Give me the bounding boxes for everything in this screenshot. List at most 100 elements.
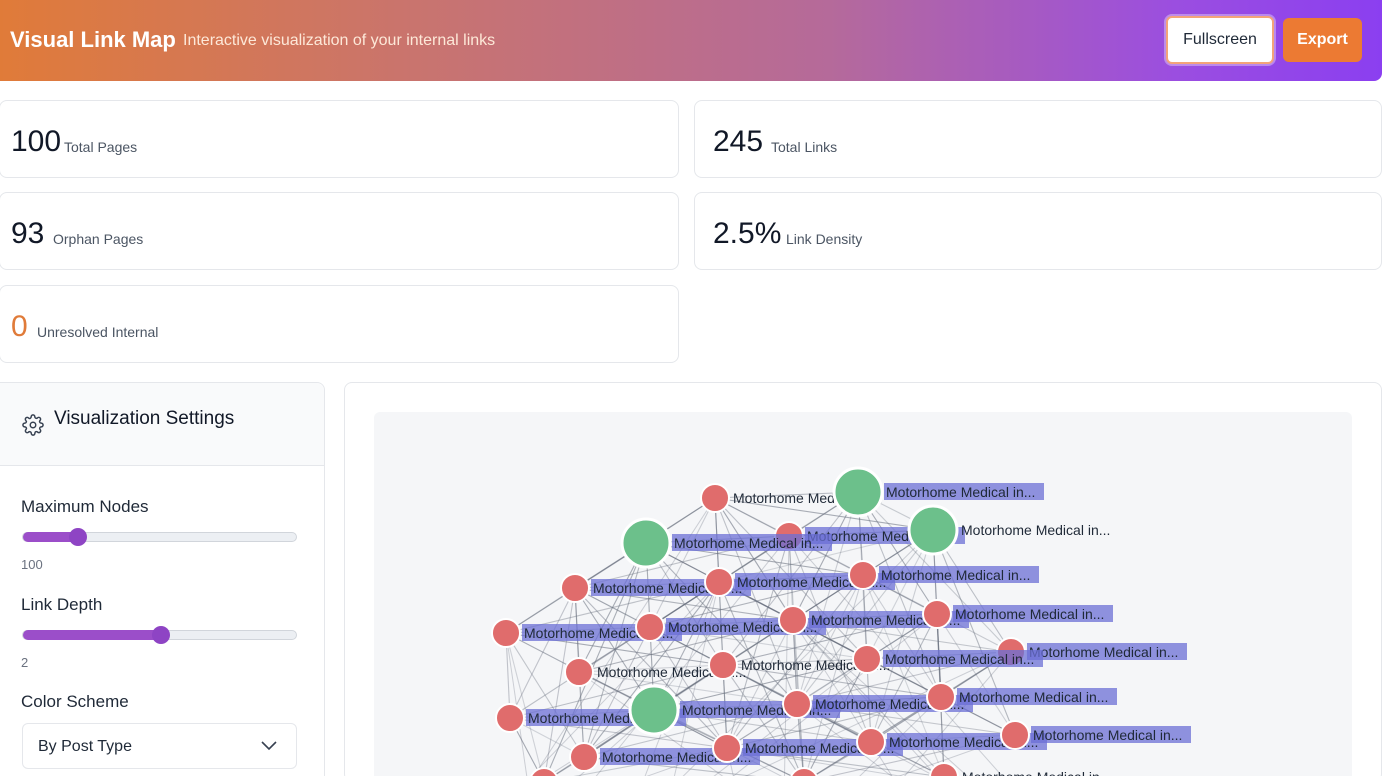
graph-edge — [713, 658, 868, 776]
page-node[interactable]: Motorhome Medical in... — [929, 762, 1111, 776]
node-circle[interactable] — [635, 612, 665, 642]
node-circle[interactable] — [926, 682, 956, 712]
graph-edge — [722, 664, 801, 776]
node-label: Motorhome Medical in... — [1029, 644, 1178, 660]
stat-link-density: 2.5% Link Density — [694, 192, 1382, 270]
slider-thumb[interactable] — [151, 626, 170, 644]
page-node[interactable]: Motorhome Medical in... — [848, 560, 1039, 590]
graph-edge — [546, 664, 724, 776]
graph-edge — [649, 626, 728, 749]
hub-node[interactable]: Motorhome Medical in... — [620, 517, 832, 569]
graph-edge — [714, 497, 934, 531]
color-scheme-select[interactable]: By Post Type — [22, 723, 297, 769]
node-circle[interactable] — [782, 689, 812, 719]
graph-edge — [722, 664, 942, 698]
stat-value: 2.5% — [713, 217, 782, 250]
max-nodes-label: Maximum Nodes — [21, 497, 149, 516]
node-label-highlight — [953, 605, 1113, 622]
node-circle[interactable] — [495, 703, 525, 733]
node-circle[interactable] — [848, 560, 878, 590]
node-circle[interactable] — [922, 599, 952, 629]
node-label-highlight — [883, 650, 1043, 667]
hub-node[interactable]: Motorhome Medical in... — [907, 504, 1110, 556]
stat-value: 100 — [11, 125, 62, 158]
hub-node[interactable]: Motorhome Medical in... — [832, 466, 1044, 518]
max-nodes-slider[interactable] — [22, 528, 297, 546]
node-circle[interactable] — [620, 517, 672, 569]
max-nodes-value: 100 — [21, 557, 43, 572]
node-circle[interactable] — [852, 644, 882, 674]
node-label: Motorhome Medical in... — [961, 522, 1110, 538]
stat-value: 0 — [11, 310, 28, 343]
node-circle[interactable] — [907, 504, 959, 556]
node-circle[interactable] — [569, 742, 599, 772]
graph-edge — [505, 632, 585, 758]
node-circle[interactable] — [712, 733, 742, 763]
node-label: Motorhome Medical in... — [885, 651, 1034, 667]
page-node[interactable]: Motorhome Medical in... — [790, 767, 971, 776]
node-label: Motorhome Medical in... — [562, 774, 711, 776]
node-circle[interactable] — [564, 657, 594, 687]
slider-thumb[interactable] — [69, 528, 87, 546]
page-node[interactable]: Motorhome Medical in... — [852, 644, 1043, 674]
node-circle[interactable] — [530, 767, 558, 776]
node-label-highlight — [879, 566, 1039, 583]
link-depth-slider[interactable] — [22, 626, 297, 644]
link-depth-value: 2 — [21, 655, 29, 670]
node-label: Motorhome Medical in... — [886, 484, 1035, 500]
page-node[interactable]: Motorhome Medical in... — [996, 637, 1187, 667]
node-label-highlight — [1027, 643, 1187, 660]
node-circle[interactable] — [790, 767, 818, 776]
stat-label: Total Pages — [64, 139, 138, 155]
node-circle[interactable] — [832, 466, 884, 518]
node-label: Motorhome Medical in... — [962, 769, 1111, 776]
link-graph[interactable]: Motorhome Medical in... Motorhome Medical… — [374, 412, 1352, 776]
graph-edge — [862, 574, 942, 698]
stat-label: Total Links — [771, 139, 838, 155]
stat-label: Link Density — [786, 231, 863, 247]
node-circle[interactable] — [491, 618, 521, 648]
page-title: Visual Link Map — [10, 27, 176, 52]
graph-edge — [574, 587, 728, 749]
settings-panel: Visualization Settings — [0, 382, 325, 776]
node-circle[interactable] — [560, 573, 590, 603]
page-node[interactable]: Motorhome Medical in... — [530, 767, 711, 776]
graph-edge — [583, 581, 720, 758]
stat-value: 93 — [11, 217, 45, 250]
node-label-highlight — [884, 483, 1044, 500]
graph-edge — [726, 613, 938, 749]
page-node[interactable]: Motorhome Medical in... — [1000, 720, 1191, 750]
settings-header: Visualization Settings — [0, 383, 324, 466]
node-circle[interactable] — [700, 483, 730, 513]
graph-edge — [726, 619, 794, 749]
page-subtitle: Interactive visualization of your intern… — [183, 32, 496, 49]
stat-label: Unresolved Internal — [37, 324, 159, 340]
gear-icon — [22, 414, 44, 436]
graph-edge — [722, 664, 944, 776]
page-node[interactable]: Motorhome Medical in... — [926, 682, 1117, 712]
link-graph-canvas[interactable]: Motorhome Medical in... Motorhome Medical… — [374, 412, 1352, 776]
node-label-highlight — [672, 534, 832, 551]
stat-total-pages: 100 Total Pages — [0, 100, 679, 178]
fullscreen-button[interactable]: Fullscreen — [1166, 16, 1274, 64]
node-circle[interactable] — [628, 684, 680, 736]
node-label: Motorhome Medical in... — [955, 606, 1104, 622]
node-label: Motorhome Medical in... — [1033, 727, 1182, 743]
node-circle[interactable] — [778, 605, 808, 635]
graph-edge — [578, 664, 724, 673]
node-circle[interactable] — [704, 567, 734, 597]
stat-value: 245 — [713, 125, 764, 158]
app-header: Visual Link Map Interactive visualizatio… — [0, 0, 1382, 81]
stat-label: Orphan Pages — [53, 231, 144, 247]
node-circle[interactable] — [929, 762, 959, 776]
graph-edge — [530, 581, 720, 776]
export-button[interactable]: Export — [1283, 18, 1362, 62]
page-node[interactable]: Motorhome Medical in... — [922, 599, 1113, 629]
node-circle[interactable] — [1000, 720, 1030, 750]
node-label: Motorhome Medical in... — [674, 535, 823, 551]
node-circle[interactable] — [856, 727, 886, 757]
stat-total-links: 245 Total Links — [694, 100, 1382, 178]
graph-edge — [505, 497, 716, 634]
node-circle[interactable] — [708, 650, 738, 680]
slider-fill — [23, 630, 161, 640]
